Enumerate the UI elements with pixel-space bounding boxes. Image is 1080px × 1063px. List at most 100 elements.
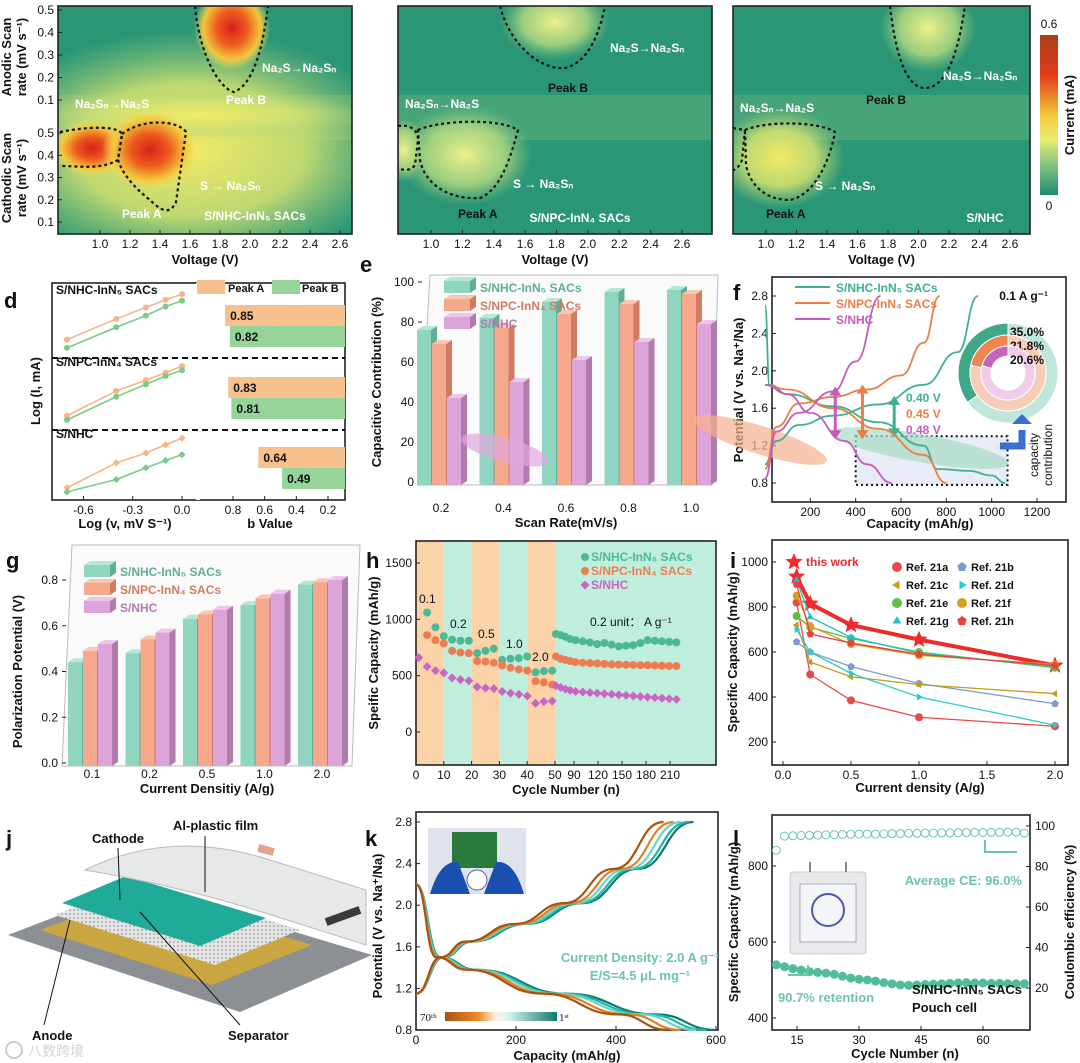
arrow-head <box>856 384 869 394</box>
y-tick-label: 0.2 <box>41 710 58 724</box>
heatmap-intensity <box>880 6 976 73</box>
y-tick-label: 0.4 <box>41 665 58 679</box>
peak-outline <box>398 124 420 171</box>
y-tick-label: 0.8 <box>41 573 58 587</box>
marker-star <box>785 553 803 570</box>
cathodic-y-tick-label: 0.2 <box>37 193 54 207</box>
bar-0 <box>183 618 197 766</box>
annotation-s_reaction: S → Na₂Sₙ <box>815 179 875 193</box>
x-tick-label: 1.5 <box>979 768 996 782</box>
y-tick-label: 2.4 <box>751 326 768 340</box>
data-point <box>643 636 652 645</box>
x-tick-label: 2.4 <box>642 237 659 251</box>
inset-label: capacity <box>1027 433 1041 477</box>
data-point <box>506 654 515 663</box>
bar-2-side <box>711 320 717 485</box>
cycle-scale-start: 70ᵗʰ <box>420 1012 437 1024</box>
bar-0-top <box>604 288 625 292</box>
annotation-s_reaction: S → Na₂Sₙ <box>200 179 260 193</box>
data-point <box>671 694 681 704</box>
marker-star <box>842 616 860 633</box>
cathode-layer <box>62 876 266 946</box>
ce-point <box>788 831 798 841</box>
marker-circle <box>892 562 902 572</box>
curve-discharge <box>764 383 947 484</box>
data-point <box>481 646 490 655</box>
y-tick-label: 400 <box>748 690 768 704</box>
group-label: S/NHC <box>56 427 94 441</box>
capacity-point <box>953 978 963 988</box>
curve-discharge-cycle <box>415 883 669 1032</box>
average-ce-label: Average CE: 96.0% <box>905 873 1023 888</box>
heatmap-intensity <box>733 108 845 208</box>
marker-pentagon <box>806 630 815 638</box>
y-tick-label: 600 <box>748 935 768 949</box>
y2-axis-label: Coulombic efficiency (%) <box>1062 845 1077 1000</box>
data-point-peak_b <box>113 393 120 400</box>
rate-label: 0.2 unit： A g⁻¹ <box>590 615 672 629</box>
x-tick-label: 1.2 <box>788 237 805 251</box>
panel-h-frame <box>415 540 717 766</box>
panel-letter: l <box>733 826 739 851</box>
legend-label: S/NPC-InN₄ SACs <box>836 297 937 311</box>
bar-2-top <box>270 589 291 594</box>
legend-swatch-top <box>84 561 116 565</box>
colorbar-title: Current (mA) <box>1062 75 1077 155</box>
pouch-window <box>799 883 857 943</box>
label-film: Al-plastic film <box>173 818 258 833</box>
rate-label: 0.1 <box>419 592 436 606</box>
bar-2-side <box>648 338 655 485</box>
ce-point <box>961 828 971 838</box>
ce-point <box>796 831 806 841</box>
capacity-point <box>854 974 864 984</box>
x-tick-label: 0.4 <box>495 501 512 515</box>
data-point <box>571 686 581 696</box>
heatmap-intensity <box>194 6 270 70</box>
data-point <box>497 686 507 696</box>
watermark-logo <box>5 1041 23 1059</box>
data-point <box>658 637 666 646</box>
legend-this-work: this work <box>806 555 859 569</box>
y-axis-label-cathodic: rate (mV s⁻¹) <box>14 139 29 217</box>
legend-label: S/NPC-InN₄ SACs <box>591 564 692 578</box>
cathodic-y-tick-label: 0.1 <box>37 215 54 229</box>
bar-1 <box>83 650 97 766</box>
x-tick-label: 1200 <box>1024 505 1051 519</box>
y-axis-label: Polarization Potential (V) <box>10 595 25 748</box>
contribution-arrow <box>1000 430 1026 450</box>
data-point <box>621 690 631 700</box>
legend-label: S/NHC <box>836 313 874 327</box>
bar-2-top <box>447 394 467 398</box>
y2-tick-label: 60 <box>1035 900 1049 914</box>
data-point <box>665 661 674 670</box>
bar-0 <box>240 605 255 766</box>
rate-band <box>527 541 555 765</box>
bar-2-top <box>328 576 348 580</box>
ce-point <box>854 829 864 839</box>
marker-pentagon <box>792 580 801 588</box>
data-point <box>607 660 616 669</box>
data-point <box>514 689 524 699</box>
data-point <box>614 660 623 669</box>
y2-tick-label: 100 <box>1035 819 1055 833</box>
y-tick-label: 100 <box>394 275 414 289</box>
label-cathode: Cathode <box>92 831 144 846</box>
x-tick-label: 1.0 <box>683 501 700 515</box>
data-point <box>650 636 659 645</box>
heatmap-intensity <box>398 105 533 205</box>
marker-triangle <box>915 681 921 689</box>
data-point-peak_b <box>63 488 71 496</box>
panel-letter: h <box>366 548 379 573</box>
bar-peak-b <box>231 398 345 419</box>
capacity-point <box>771 960 781 970</box>
y-tick-label: 1.6 <box>751 401 768 415</box>
x-tick-label: 0.1 <box>84 767 101 781</box>
arrow-head <box>856 430 869 440</box>
heatmap-title: S/NPC-InN₄ SACs <box>529 211 630 225</box>
ce-point <box>879 829 889 839</box>
data-point <box>571 658 580 667</box>
data-point <box>539 667 548 676</box>
marker-triangle <box>892 580 900 590</box>
x-tick-label: 200 <box>800 505 820 519</box>
